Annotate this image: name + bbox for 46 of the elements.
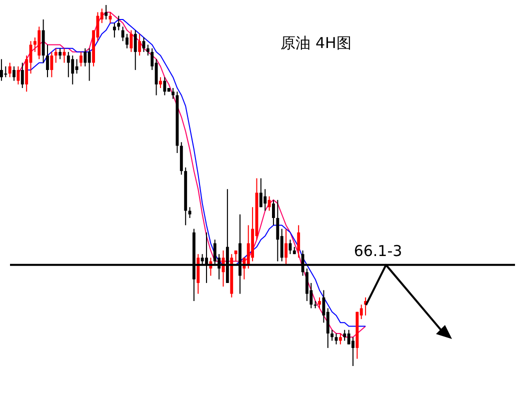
candlestick xyxy=(134,30,137,70)
candlestick xyxy=(46,44,49,78)
candlestick xyxy=(138,33,142,56)
text: 原油 4H图 xyxy=(280,34,352,52)
candlestick xyxy=(352,336,354,366)
candlestick xyxy=(88,48,91,82)
candlestick xyxy=(146,44,150,56)
candlestick xyxy=(130,30,133,52)
candlestick xyxy=(305,268,308,302)
annotation: 66.1-3 xyxy=(354,242,402,260)
candlestick xyxy=(112,22,116,38)
candlestick xyxy=(288,239,292,255)
candlestick xyxy=(4,66,8,78)
candlestick xyxy=(80,51,82,67)
candlestick xyxy=(284,228,288,266)
candlestick xyxy=(20,62,24,89)
candlestick xyxy=(347,329,350,345)
candlestick xyxy=(50,51,54,78)
candlestick xyxy=(159,76,162,89)
candlestick xyxy=(104,4,108,20)
candlestick xyxy=(8,62,12,78)
candlestick xyxy=(163,76,166,96)
candlestick xyxy=(66,51,70,78)
candlestick xyxy=(268,196,271,212)
candlestick xyxy=(0,58,3,82)
candlestick xyxy=(172,88,175,100)
candlestick xyxy=(276,199,280,262)
candlestick xyxy=(71,55,74,85)
candlestick xyxy=(117,15,120,31)
candlestick xyxy=(121,26,124,42)
candlestick xyxy=(259,178,262,208)
candlestick xyxy=(343,329,346,342)
candlestick xyxy=(246,224,250,270)
candlestick xyxy=(126,33,128,49)
candlestick xyxy=(54,48,58,64)
candlestick xyxy=(16,66,20,85)
candlestick xyxy=(75,58,78,74)
candlestick xyxy=(272,199,275,226)
candlestick xyxy=(297,224,300,258)
candlestick xyxy=(58,48,62,60)
candlestick xyxy=(84,48,87,67)
candlestick xyxy=(338,333,342,345)
candlestick xyxy=(264,188,267,212)
candlestick xyxy=(318,296,321,309)
candlestick xyxy=(12,66,16,82)
candlestick xyxy=(330,329,334,342)
